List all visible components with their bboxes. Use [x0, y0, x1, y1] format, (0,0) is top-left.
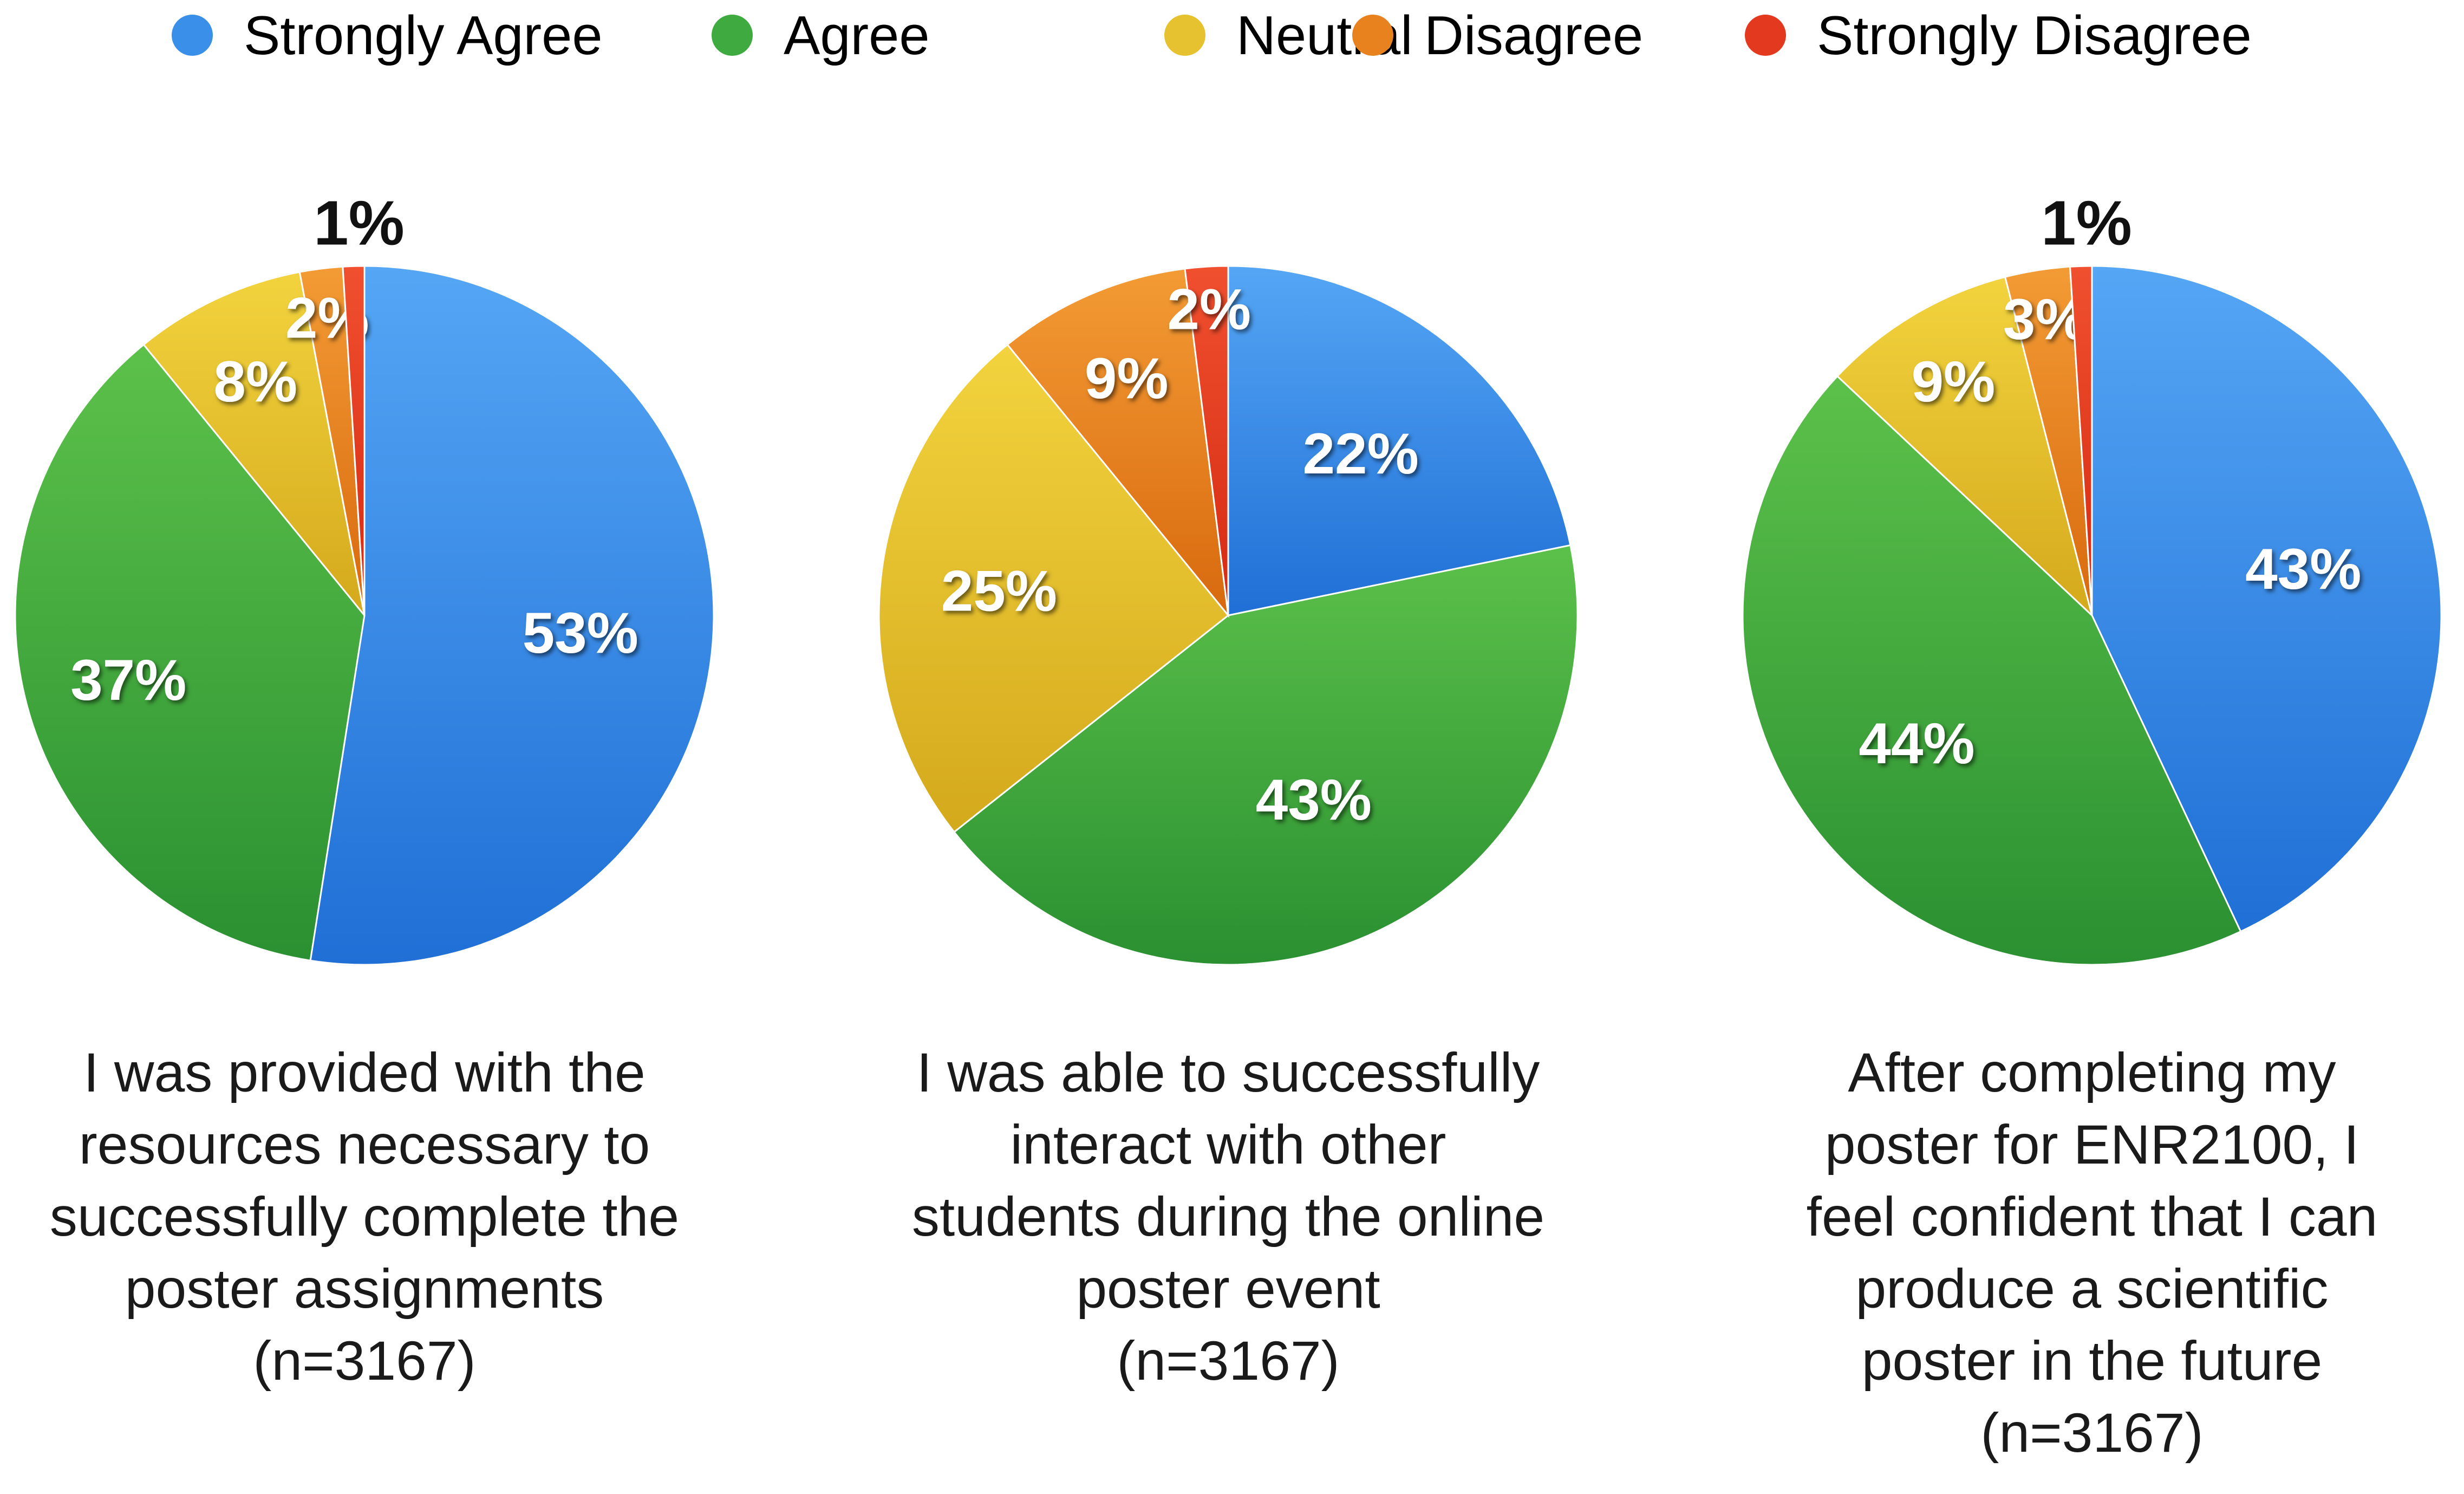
- pie-2-caption-line: (n=3167): [1117, 1330, 1339, 1392]
- pie-chart-2: 22% 43% 25% 9%2% I was able to successfully i…: [878, 265, 1579, 1392]
- pie-1-caption-line: I was provided with the: [83, 1042, 646, 1103]
- pie-2-label-strongly-agree: 22%: [1303, 421, 1419, 486]
- pie-3-slice-strongly-disagree: [2069, 265, 2093, 616]
- legend-swatch-agree: [712, 15, 753, 56]
- pie-1-caption: I was provided with the resources necessa…: [50, 1042, 679, 1392]
- pie-1-caption-line: successfully complete the: [50, 1186, 679, 1248]
- pie-1-caption-line: resources necessary to: [79, 1114, 650, 1175]
- pie-1-caption-line: poster assignments: [125, 1258, 604, 1320]
- pie-3-caption-line: produce a scientific: [1855, 1258, 2328, 1320]
- legend-label-strongly-agree: Strongly Agree: [244, 5, 603, 66]
- pie-chart-1: 53%37%8%2%1%I was provided with theresou…: [14, 188, 715, 1392]
- legend-item-strongly-agree: Strongly Agree: [172, 5, 603, 66]
- pie-1-slice-strongly-agree: [309, 265, 715, 966]
- pie-2-slice-agree: [953, 544, 1579, 966]
- pie-3-caption-line: poster in the future: [1862, 1330, 2323, 1392]
- pie-3-label-neutral: 9%: [1912, 349, 1996, 414]
- pie-2-slice-strongly-disagree: [1184, 265, 1229, 616]
- pie-3-slice-strongly-agree: [2091, 265, 2442, 933]
- pie-1-label-agree: 37%: [70, 647, 186, 712]
- legend-swatch-disagree: [1352, 15, 1393, 56]
- pie-2-caption-line: students during the online: [912, 1186, 1544, 1248]
- legend-item-agree: Agree: [712, 5, 930, 66]
- pie-2-slice-disagree: [1006, 268, 1230, 618]
- pie-1-label-strongly-disagree: 1%: [314, 188, 405, 258]
- pie-1-slice-agree: [14, 343, 366, 962]
- pie-3-slice-neutral: [1836, 276, 2094, 618]
- pie-1-caption-line: (n=3167): [253, 1330, 475, 1392]
- pie-1-label-neutral: 8%: [213, 349, 297, 414]
- pie-1-slice-neutral: [142, 271, 366, 616]
- pie-3-caption: After completing my poster for ENR2100, I…: [1807, 1042, 2378, 1464]
- legend-item-strongly-disagree: Strongly Disagree: [1745, 5, 2252, 66]
- pie-2-caption-line: I was able to successfully: [917, 1042, 1540, 1103]
- pie-3-label-strongly-disagree: 1%: [2041, 188, 2132, 258]
- pie-3-label-strongly-agree: 43%: [2245, 536, 2361, 601]
- legend-label-agree: Agree: [784, 5, 930, 66]
- pie-2-caption-line: interact with other: [1010, 1114, 1446, 1175]
- pie-2-label-disagree: 9%: [1085, 346, 1169, 411]
- pie-1-label-strongly-agree: 53%: [523, 600, 638, 665]
- pie-2-slice-neutral: [878, 343, 1230, 834]
- pie-2-caption: I was able to successfully interact with …: [912, 1042, 1544, 1392]
- legend-swatch-strongly-disagree: [1745, 15, 1786, 56]
- pie-2-caption-line: poster event: [1076, 1258, 1380, 1320]
- pie-2-label-strongly-disagree: 2%: [1167, 276, 1251, 341]
- pie-1-slice-strongly-disagree: [342, 265, 366, 616]
- chart-legend: Strongly Agree Agree Neutral Disagree Strong…: [172, 5, 2252, 66]
- pie-2-label-agree: 43%: [1256, 767, 1372, 832]
- pie-2-label-neutral: 25%: [941, 558, 1057, 623]
- legend-swatch-neutral: [1164, 15, 1205, 56]
- pie-2-slice-strongly-agree: [1227, 265, 1572, 616]
- pie-3-slice-agree: [1742, 375, 2242, 966]
- legend-label-strongly-disagree: Strongly Disagree: [1817, 5, 2252, 66]
- pie-3-caption-line: feel confident that I can: [1807, 1186, 2378, 1248]
- legend-swatch-strongly-agree: [172, 15, 213, 56]
- pie-3-caption-line: poster for ENR2100, I: [1825, 1114, 2359, 1175]
- pie-3-caption-line: (n=3167): [1980, 1402, 2203, 1464]
- legend-label-disagree: Disagree: [1424, 5, 1643, 66]
- pie-charts: 53% 37% 8% 2% 1% I was provided with the resou…: [14, 188, 2442, 1464]
- legend-item-disagree: Disagree: [1352, 5, 1643, 66]
- pie-3-caption-line: After completing my: [1848, 1042, 2336, 1103]
- pie-3-label-agree: 44%: [1859, 711, 1974, 776]
